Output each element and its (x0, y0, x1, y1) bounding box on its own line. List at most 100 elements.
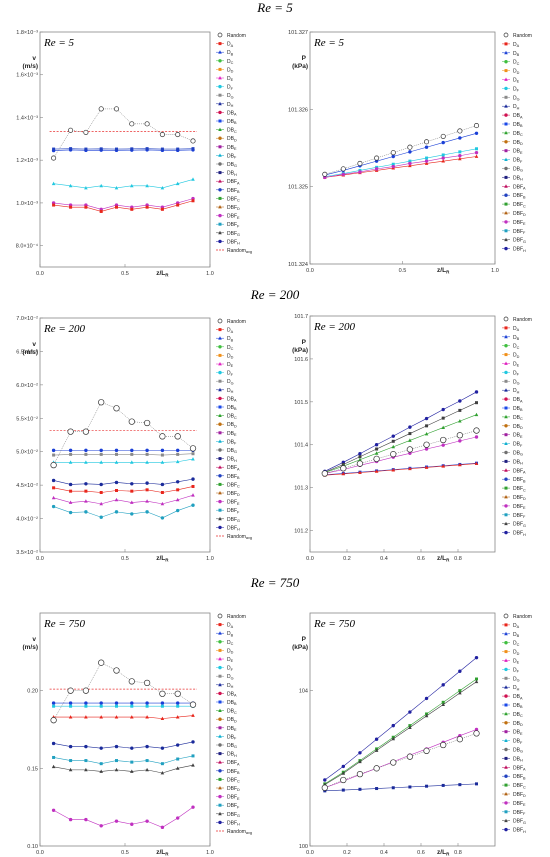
data-point (191, 177, 195, 180)
random-point (51, 717, 57, 723)
legend-item: DBC (216, 128, 237, 134)
legend-label: DD (513, 650, 520, 656)
legend-marker (219, 120, 222, 123)
data-point (145, 449, 148, 452)
legend-label: DF (513, 370, 520, 376)
data-point (146, 206, 149, 209)
legend: RandomDADBDCDDDEDFDGDHDBADBBDBCDBDDBEDBF… (502, 317, 532, 537)
data-point (192, 754, 195, 757)
legend-marker (504, 335, 508, 338)
legend-item: DBFE (216, 795, 240, 801)
legend-label: DBE (513, 433, 523, 439)
legend-item: DB (216, 631, 234, 637)
data-point (69, 483, 72, 486)
x-tick-label: 0.2 (343, 556, 351, 562)
data-point (130, 490, 133, 493)
data-point (358, 788, 361, 791)
legend-label: DBFC (513, 202, 526, 208)
x-tick-label: 0.5 (399, 268, 407, 274)
legend-label: DBFH (227, 820, 240, 826)
legend-marker (218, 414, 222, 417)
legend-label: DC (513, 641, 520, 647)
legend-item: DBFD (216, 491, 240, 497)
legend-label: DBA (227, 396, 237, 402)
data-point (130, 453, 133, 456)
legend-marker (219, 509, 222, 512)
legend-label: DBFH (513, 531, 526, 537)
data-point (115, 148, 118, 151)
legend-item: DG (502, 95, 520, 101)
legend-marker (504, 504, 507, 507)
legend-label: DBB (227, 700, 237, 706)
y-tick-label: 104 (299, 689, 308, 695)
legend-item: DBB (216, 119, 237, 125)
x-tick-label: 0.8 (454, 850, 462, 856)
legend-label: DH (513, 685, 520, 691)
plot-frame (40, 32, 210, 267)
random-point (440, 437, 446, 443)
legend-marker (218, 319, 222, 323)
legend-marker (505, 380, 508, 383)
random-point (83, 429, 89, 435)
data-point (176, 705, 179, 708)
data-point (425, 159, 428, 162)
x-axis-label: z/LR (156, 270, 169, 278)
x-tick-label: 0.5 (121, 850, 129, 856)
x-tick-label: 0.0 (36, 271, 44, 277)
data-point (458, 409, 461, 412)
data-point (176, 488, 179, 491)
legend-item: DBE (216, 726, 237, 732)
data-point (52, 742, 55, 745)
random-point (391, 150, 395, 154)
y-tick-label: 0.10 (27, 844, 38, 850)
legend-marker (505, 810, 508, 813)
legend-label: DC (513, 60, 520, 66)
data-point (161, 208, 164, 211)
data-point (52, 756, 55, 759)
legend-marker (218, 85, 221, 88)
data-point (130, 701, 133, 704)
legend-item: DBFC (216, 196, 240, 202)
legend-marker (504, 167, 507, 170)
legend-marker (505, 176, 508, 179)
legend-label: DBFF (227, 222, 240, 228)
random-point (407, 447, 413, 453)
legend-marker (504, 694, 507, 697)
legend-item: DBFB (216, 474, 240, 480)
series-line (54, 742, 193, 748)
legend-marker (219, 223, 222, 226)
x-axis-label: z/LR (156, 849, 169, 857)
y-axis-unit: (kPa) (292, 347, 308, 354)
data-point (161, 491, 164, 494)
legend-label: DBA (513, 397, 523, 403)
row-title-re200: Re = 200 (0, 287, 550, 303)
legend-marker (504, 158, 508, 161)
series-line (325, 730, 477, 788)
legend-label: DBFE (227, 214, 240, 220)
legend-item: DG (216, 379, 234, 385)
legend-marker (505, 757, 508, 760)
legend-item: DC (502, 344, 520, 350)
y-tick-label: 6.0×10⁻² (16, 383, 38, 389)
legend-label: DBG (513, 167, 523, 173)
legend-marker (504, 415, 508, 418)
legend-marker (218, 812, 222, 815)
data-point (176, 453, 179, 456)
data-point (100, 449, 103, 452)
legend-marker (505, 123, 508, 126)
legend-item: DBE (502, 730, 523, 736)
legend-marker (504, 140, 507, 143)
legend-marker (219, 778, 222, 781)
legend-marker (218, 821, 221, 824)
legend-marker (504, 641, 507, 644)
legend-label: DBH (227, 752, 237, 758)
random-point (440, 742, 446, 748)
data-point (475, 782, 478, 785)
legend-label: DBA (513, 113, 523, 119)
legend-label: DA (227, 623, 234, 629)
legend-item: DE (502, 362, 520, 368)
legend-label: DBG (227, 743, 237, 749)
legend-label: Randomavg (227, 248, 252, 254)
